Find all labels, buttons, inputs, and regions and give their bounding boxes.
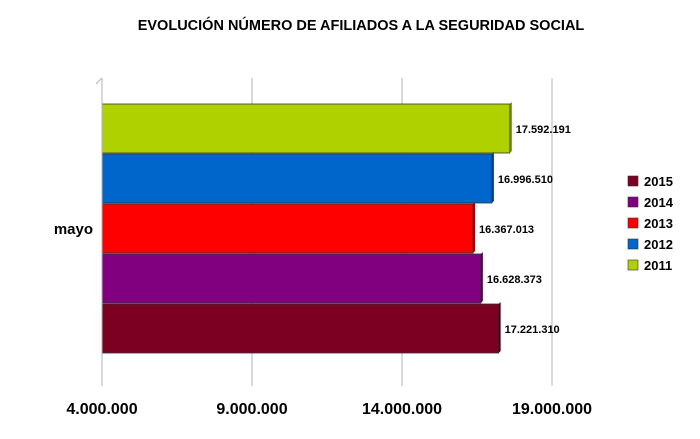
legend-label: 2014	[644, 195, 674, 210]
data-label: 17.592.191	[516, 124, 571, 136]
legend-swatch	[627, 259, 639, 271]
legend-swatch	[627, 238, 639, 250]
bar-2012: 16.996.510	[101, 152, 553, 204]
legend-item-2012: 2012	[627, 237, 673, 252]
bar-face	[101, 203, 474, 254]
legend: 2015 2014 2013 2012 2011	[627, 174, 674, 273]
bar-side	[509, 102, 512, 153]
legend-label: 2012	[644, 237, 673, 252]
bar-face	[101, 103, 511, 154]
legend-label: 2015	[644, 174, 673, 189]
legend-item-2015: 2015	[627, 174, 673, 189]
bar-face	[101, 253, 482, 304]
bar-side	[480, 252, 483, 303]
bar-face	[101, 303, 500, 354]
legend-swatch	[627, 196, 639, 208]
legend-label: 2011	[644, 258, 672, 273]
bar-2011: 17.592.191	[101, 102, 571, 154]
axis-layer: 4.000.000 9.000.000 14.000.000 19.000.000 ma…	[54, 78, 592, 418]
bar-face	[101, 153, 493, 204]
legend-item-2013: 2013	[627, 216, 673, 231]
data-label: 16.628.373	[487, 274, 542, 286]
legend-item-2014: 2014	[627, 195, 674, 210]
bar-side	[473, 202, 476, 253]
x-tick-label: 19.000.000	[512, 401, 592, 418]
legend-item-2011: 2011	[627, 258, 672, 273]
legend-label: 2013	[644, 216, 673, 231]
bar-2014: 16.628.373	[101, 252, 542, 304]
legend-swatch	[627, 217, 639, 229]
bar-side	[498, 302, 501, 353]
chart-title: EVOLUCIÓN NÚMERO DE AFILIADOS A LA SEGUR…	[138, 16, 585, 34]
depth-guide	[95, 77, 103, 85]
x-tick-label: 4.000.000	[66, 401, 137, 418]
data-label: 16.367.013	[479, 224, 534, 236]
bar-layer: 17.592.191 16.996.510 16.367.013 16.628.373…	[101, 102, 571, 354]
bar-2013: 16.367.013	[101, 202, 534, 254]
bar-side	[491, 152, 494, 203]
category-label: mayo	[54, 221, 93, 238]
bar-2015: 17.221.310	[101, 302, 560, 354]
data-label: 16.996.510	[498, 174, 553, 186]
x-tick-label: 9.000.000	[216, 401, 287, 418]
data-label: 17.221.310	[505, 324, 560, 336]
x-tick-label: 14.000.000	[362, 401, 442, 418]
legend-swatch	[627, 175, 639, 187]
